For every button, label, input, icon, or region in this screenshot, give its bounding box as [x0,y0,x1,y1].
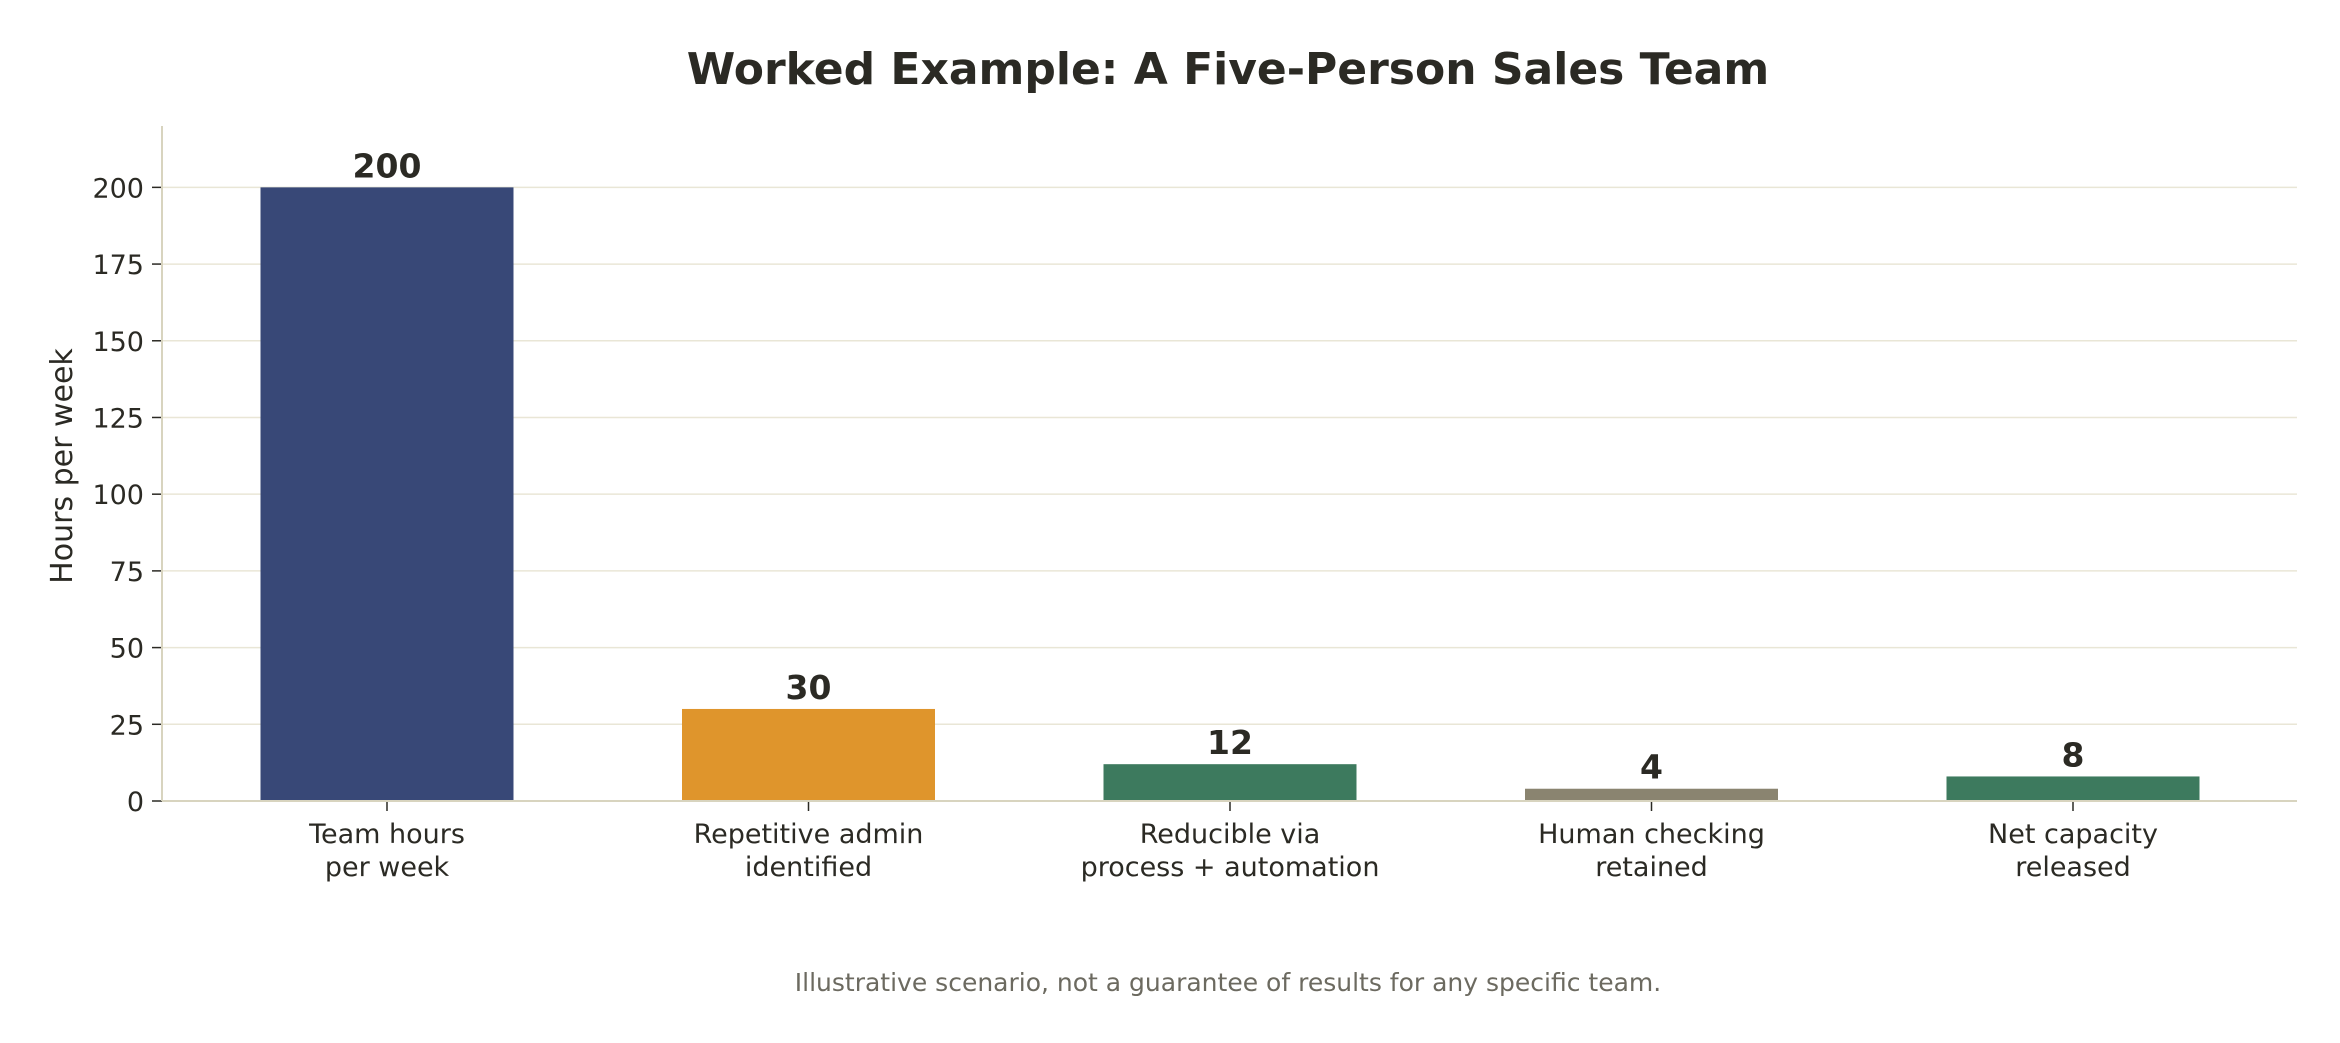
bar [260,187,514,801]
y-tick-label: 200 [92,173,144,204]
data-label: 30 [786,668,832,707]
data-label: 4 [1640,748,1663,787]
data-label: 200 [353,146,422,185]
y-tick-label: 175 [92,250,144,281]
y-axis-label: Hours per week [45,348,80,584]
y-tick-label: 25 [110,710,144,741]
chart-title: Worked Example: A Five-Person Sales Team [687,44,1769,95]
axes [152,126,2297,811]
bar [1946,776,2200,801]
labels: 0 25 50 75 100 125 150 175 200 200 Team hours per w… [92,146,2158,883]
bars [260,187,2200,801]
data-label: 12 [1207,723,1253,762]
data-label: 8 [2062,735,2085,774]
y-tick-label: 75 [110,557,144,588]
gridlines [162,186,2297,726]
y-tick-label: 0 [127,787,144,818]
bar [1103,764,1357,801]
y-tick-label: 100 [92,480,144,511]
y-tick-label: 125 [92,403,144,434]
x-tick-label: Net capacity released [1988,819,2158,883]
bar [1525,788,1778,801]
footnote: Illustrative scenario, not a guarantee o… [795,968,1661,997]
x-tick-label: Reducible via process + automation [1081,819,1380,883]
y-tick-label: 150 [92,327,144,358]
x-tick-label: Repetitive admin identified [694,819,924,883]
x-tick-label: Human checking retained [1538,819,1765,883]
x-tick-label: Team hours per week [308,819,465,883]
bar [682,708,935,801]
y-tick-label: 50 [110,634,144,665]
